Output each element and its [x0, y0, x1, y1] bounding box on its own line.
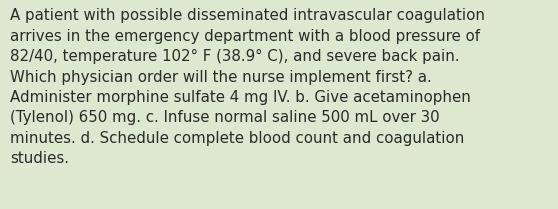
Text: A patient with possible disseminated intravascular coagulation
arrives in the em: A patient with possible disseminated int… — [10, 8, 485, 166]
